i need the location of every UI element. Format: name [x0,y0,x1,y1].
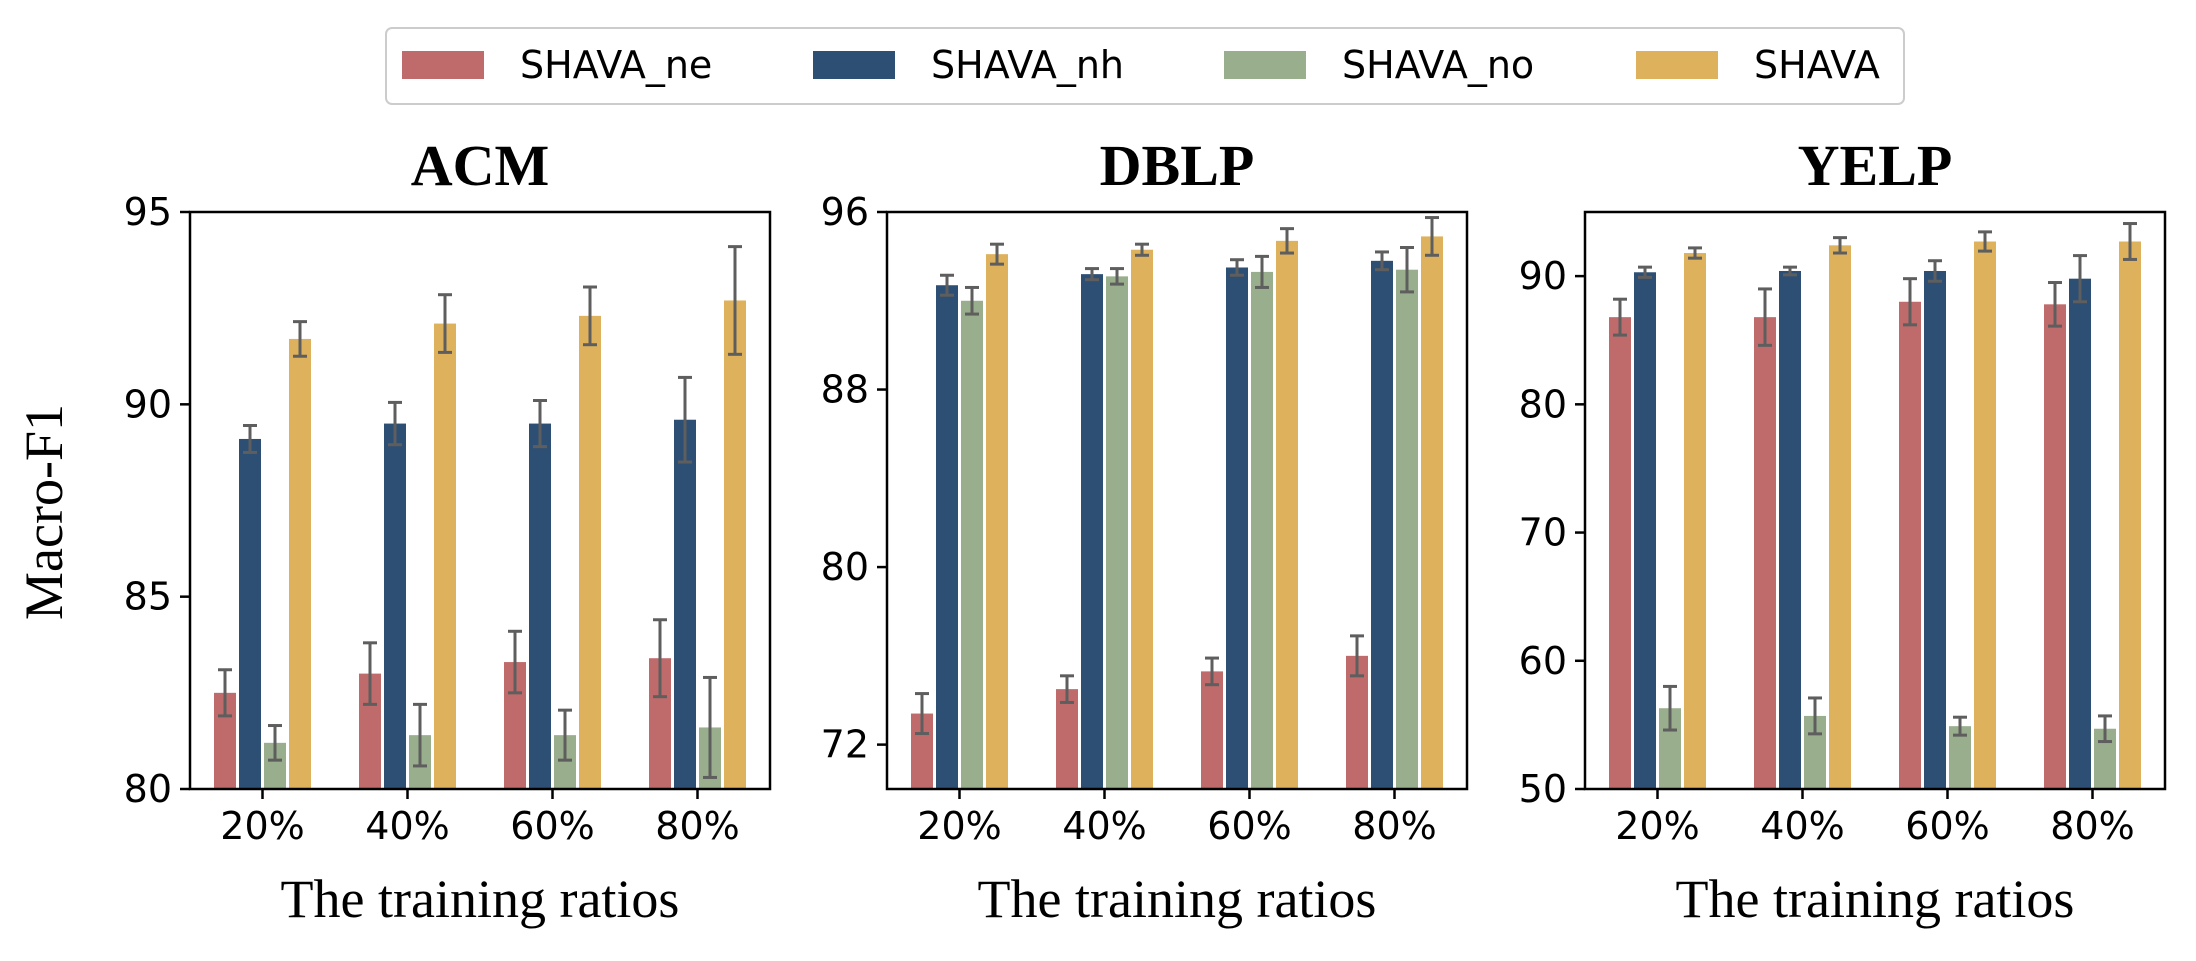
y-tick-label: 88 [821,368,869,412]
bar-shava [1829,245,1851,790]
bar-shava [1974,241,1996,790]
x-tick-label: 40% [365,804,449,848]
x-tick-label: 80% [1352,804,1436,848]
bar-shava-ne [2044,304,2066,789]
plot-frame [188,210,772,791]
legend-swatch [1636,51,1718,79]
legend-frame [385,27,1905,105]
bar-shava [434,323,456,789]
x-axis-label: The training ratios [281,869,680,929]
bar-shava-nh [384,423,406,789]
bar-shava-nh [2069,278,2091,789]
bar-shava-no [1949,726,1971,789]
chart-panel-yelp: 50 60 70 80 90 20% 40% 60% 80% YELP The training r… [1519,133,2167,929]
legend-label: SHAVA [1754,43,1880,87]
y-tick-label: 95 [124,190,172,234]
x-tick-label: 40% [1062,804,1146,848]
y-tick-label: 90 [1519,254,1567,298]
bar-shava-nh [529,423,551,789]
bar-shava [986,254,1008,789]
bar-shava-ne [1201,671,1223,789]
legend-label: SHAVA_ne [520,43,712,87]
bar-shava [1131,249,1153,789]
bar-shava-no [554,735,576,789]
y-tick-label: 50 [1519,767,1567,811]
plot-frame [885,210,1469,791]
chart-panels: 80 85 90 95 20% 40% 60% 80% ACM The training rati… [124,133,2167,929]
y-tick-label: 90 [124,382,172,426]
bar-shava-nh [1081,274,1103,790]
x-tick-label: 60% [1207,804,1291,848]
plot-frame [1583,210,2167,791]
x-tick-label: 80% [2050,804,2134,848]
bar-shava-nh [1226,267,1248,789]
legend-label: SHAVA_no [1342,43,1534,87]
x-tick-label: 60% [1905,804,1989,848]
x-tick-label: 20% [220,804,304,848]
bar-shava-ne [1346,655,1368,789]
bar-shava-nh [1634,272,1656,790]
legend-label: SHAVA_nh [931,43,1124,87]
y-axis-label: Macro-F1 [14,404,74,620]
x-tick-label: 20% [1615,804,1699,848]
bar-shava-nh [936,285,958,789]
x-tick-label: 40% [1760,804,1844,848]
bar-shava [1276,240,1298,790]
bar-shava-no [961,300,983,789]
x-tick-label: 80% [655,804,739,848]
bar-shava-nh [1371,260,1393,789]
y-tick-label: 72 [821,723,869,767]
bar-shava [1684,253,1706,789]
y-tick-label: 80 [821,545,869,589]
bar-shava-no [1106,276,1128,790]
bar-shava-no [1396,269,1418,789]
y-tick-label: 60 [1519,639,1567,683]
bar-shava-nh [1779,270,1801,790]
chart-panel-dblp: 72 80 88 96 20% 40% 60% 80% DBLP The training rat… [821,133,1469,929]
bar-shava-ne [1056,689,1078,789]
bar-shava-nh [674,419,696,789]
legend-swatch [813,51,895,79]
bar-shava-ne [649,658,671,789]
y-tick-label: 80 [1519,382,1567,426]
bar-shava-ne [1609,317,1631,789]
y-tick-label: 80 [124,767,172,811]
panel-title: YELP [1798,133,1953,198]
bar-shava-ne [1754,317,1776,789]
bar-shava-no [1659,708,1681,789]
x-tick-label: 60% [510,804,594,848]
bar-shava-nh [239,438,261,789]
bar-shava-nh [1924,270,1946,790]
y-tick-label: 85 [124,575,172,619]
legend-swatch [402,51,484,79]
bar-shava [1421,236,1443,789]
bar-shava-ne [1899,301,1921,789]
bar-shava [289,338,311,789]
legend-swatch [1224,51,1306,79]
panel-title: DBLP [1100,133,1255,198]
bar-shava-no [2094,728,2116,789]
legend: SHAVA_ne SHAVA_nh SHAVA_no SHAVA [385,27,1905,105]
bar-shava [2119,241,2141,790]
bar-shava-ne [359,673,381,789]
bar-shava [724,300,746,789]
y-tick-label: 96 [821,190,869,234]
panel-title: ACM [411,133,550,198]
y-tick-label: 70 [1519,511,1567,555]
bar-shava [579,315,601,789]
x-tick-label: 20% [917,804,1001,848]
x-axis-label: The training ratios [1676,869,2075,929]
bar-shava-no [1251,271,1273,790]
x-axis-label: The training ratios [978,869,1377,929]
bar-shava-no [264,742,286,789]
chart-panel-acm: 80 85 90 95 20% 40% 60% 80% ACM The training rati… [124,133,772,929]
